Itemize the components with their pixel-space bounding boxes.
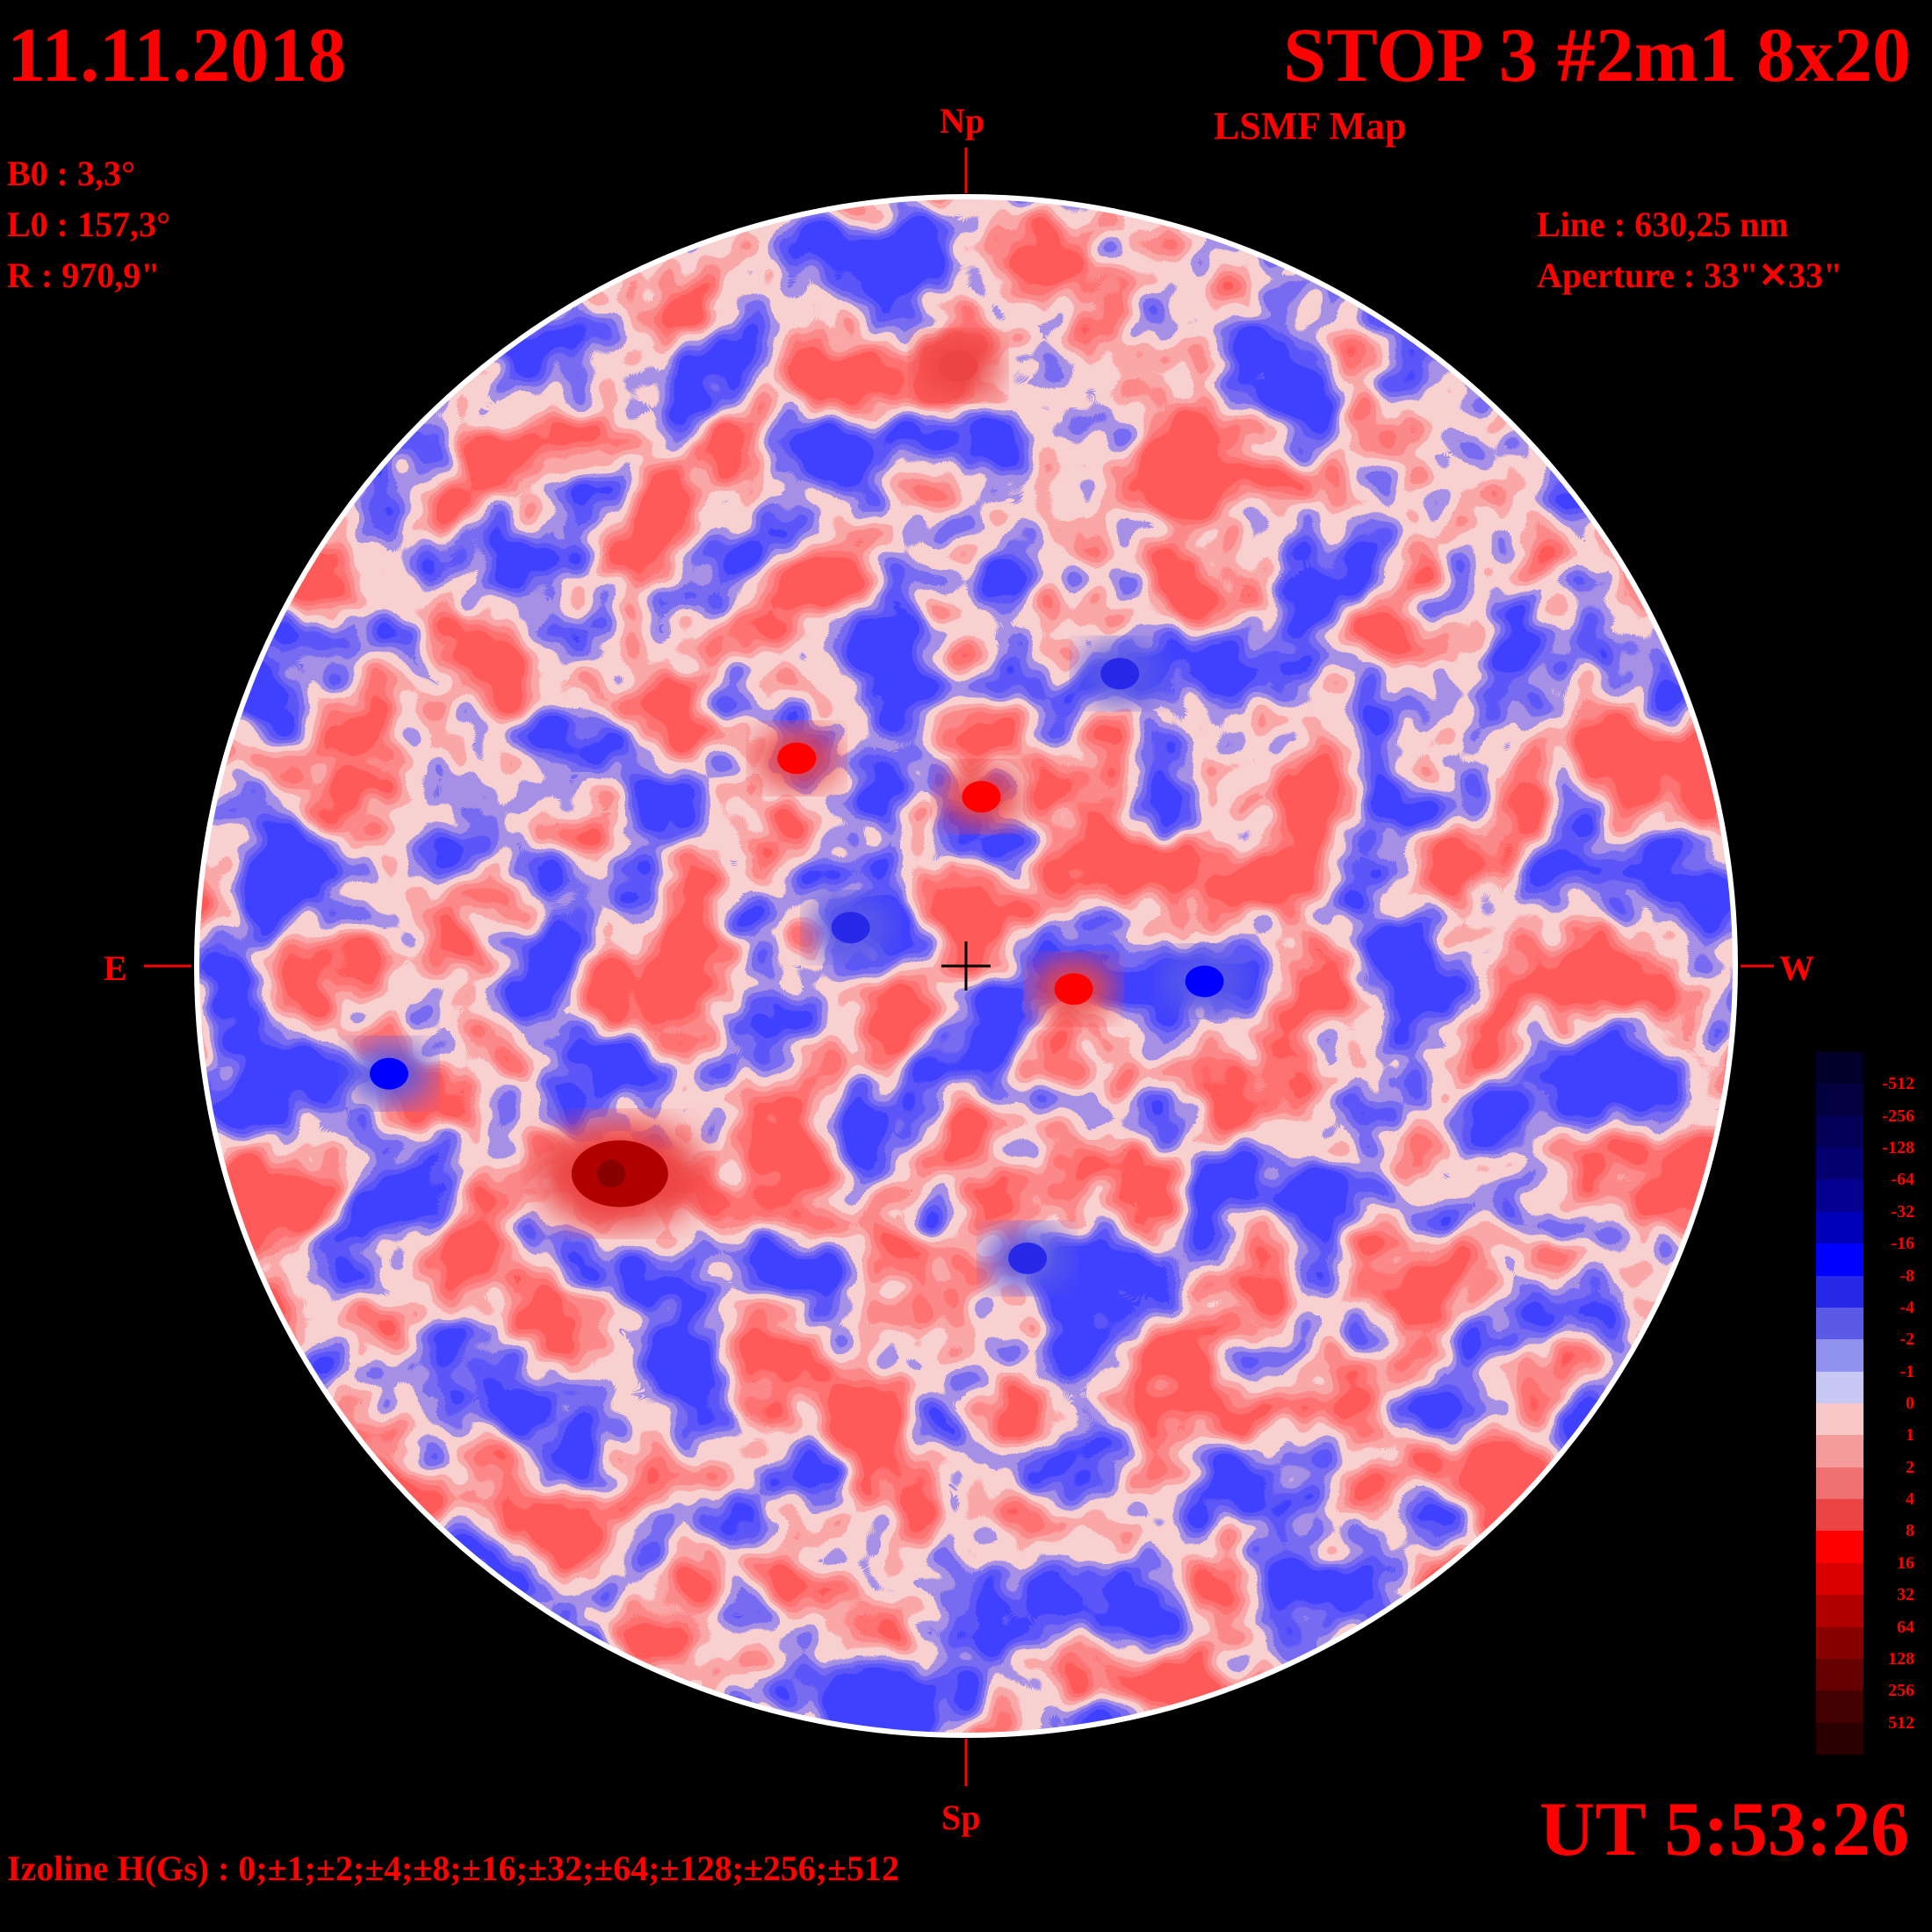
legend-label: 0 bbox=[1906, 1394, 1914, 1413]
legend-label: 2 bbox=[1906, 1457, 1914, 1477]
legend-label: -512 bbox=[1882, 1074, 1914, 1094]
blue-south bbox=[985, 1226, 1071, 1290]
legend-label: 256 bbox=[1888, 1681, 1914, 1701]
red-spot-top bbox=[916, 334, 1001, 398]
universal-time: UT 5:53:26 bbox=[1539, 1787, 1909, 1872]
legend-label: -8 bbox=[1900, 1265, 1914, 1286]
legend-label: 64 bbox=[1897, 1617, 1914, 1637]
red-spot-left bbox=[754, 726, 840, 790]
legend-swatch bbox=[1816, 1595, 1864, 1628]
map-subtitle: LSMF Map bbox=[1214, 105, 1407, 148]
direction-east: E bbox=[104, 948, 127, 988]
legend-swatch bbox=[1816, 1211, 1864, 1244]
legend-swatch bbox=[1816, 1435, 1864, 1468]
param-line: Line : 630,25 nm bbox=[1537, 205, 1789, 244]
blue-north-band bbox=[1078, 642, 1163, 706]
legend-swatch bbox=[1816, 1115, 1864, 1149]
blue-west-bright bbox=[347, 1042, 431, 1106]
legend-swatch bbox=[1816, 1371, 1864, 1404]
center-crosshair-icon bbox=[941, 941, 991, 991]
legend-label: -128 bbox=[1882, 1138, 1914, 1158]
legend-label: 8 bbox=[1906, 1521, 1914, 1541]
legend-swatch bbox=[1816, 1244, 1864, 1277]
direction-west: W bbox=[1779, 948, 1814, 988]
legend-label: -2 bbox=[1900, 1330, 1914, 1350]
legend-label: -1 bbox=[1900, 1361, 1914, 1381]
legend-swatch bbox=[1816, 1339, 1864, 1373]
param-aperture: Aperture : 33"✕33" bbox=[1537, 256, 1843, 295]
legend-swatch bbox=[1816, 1275, 1864, 1308]
direction-south: Sp bbox=[941, 1798, 981, 1837]
color-scale-legend bbox=[1816, 1052, 1864, 1755]
param-radius: R : 970,9" bbox=[7, 256, 161, 295]
field-concentrations bbox=[347, 334, 1247, 1290]
legend-swatch bbox=[1816, 1403, 1864, 1436]
legend-swatch bbox=[1816, 1658, 1864, 1691]
legend-label: -64 bbox=[1891, 1170, 1914, 1190]
red-spot-center bbox=[939, 765, 1024, 829]
legend-swatch bbox=[1816, 1467, 1864, 1500]
legend-swatch bbox=[1816, 1052, 1864, 1085]
cardinal-ticks bbox=[144, 148, 1774, 1786]
legend-label: 128 bbox=[1888, 1648, 1914, 1669]
legend-swatch bbox=[1816, 1084, 1864, 1117]
legend-label: -4 bbox=[1900, 1297, 1914, 1317]
blue-west-band bbox=[808, 896, 893, 960]
isoline-levels: Izoline H(Gs) : 0;±1;±2;±4;±8;±16;±32;±6… bbox=[7, 1849, 900, 1888]
legend-swatch bbox=[1816, 1499, 1864, 1532]
param-l0: L0 : 157,3° bbox=[7, 205, 170, 244]
legend-label: -16 bbox=[1891, 1234, 1914, 1254]
legend-label: 4 bbox=[1906, 1489, 1914, 1510]
legend-swatch bbox=[1816, 1690, 1864, 1724]
legend-swatch bbox=[1816, 1562, 1864, 1596]
legend-label: 32 bbox=[1897, 1585, 1914, 1605]
legend-label: -256 bbox=[1882, 1106, 1914, 1126]
observation-date: 11.11.2018 bbox=[7, 13, 347, 98]
red-spot-right bbox=[1031, 957, 1116, 1021]
legend-swatch bbox=[1816, 1722, 1864, 1755]
legend-swatch bbox=[1816, 1179, 1864, 1213]
legend-swatch bbox=[1816, 1626, 1864, 1660]
legend-label: -32 bbox=[1891, 1201, 1914, 1222]
direction-north: Np bbox=[940, 101, 985, 141]
legend-swatch bbox=[1816, 1148, 1864, 1180]
legend-swatch bbox=[1816, 1307, 1864, 1340]
legend-label: 1 bbox=[1906, 1425, 1914, 1445]
legend-label: 16 bbox=[1897, 1553, 1914, 1573]
disk-limb bbox=[194, 194, 1738, 1738]
legend-label: 512 bbox=[1888, 1712, 1914, 1733]
map-title: STOP 3 #2m1 8x20 bbox=[1283, 13, 1911, 98]
param-b0: B0 : 3,3° bbox=[7, 154, 135, 193]
blue-east-bright bbox=[1162, 949, 1247, 1013]
legend-swatch bbox=[1816, 1531, 1864, 1564]
main-red-cluster bbox=[536, 1119, 703, 1229]
